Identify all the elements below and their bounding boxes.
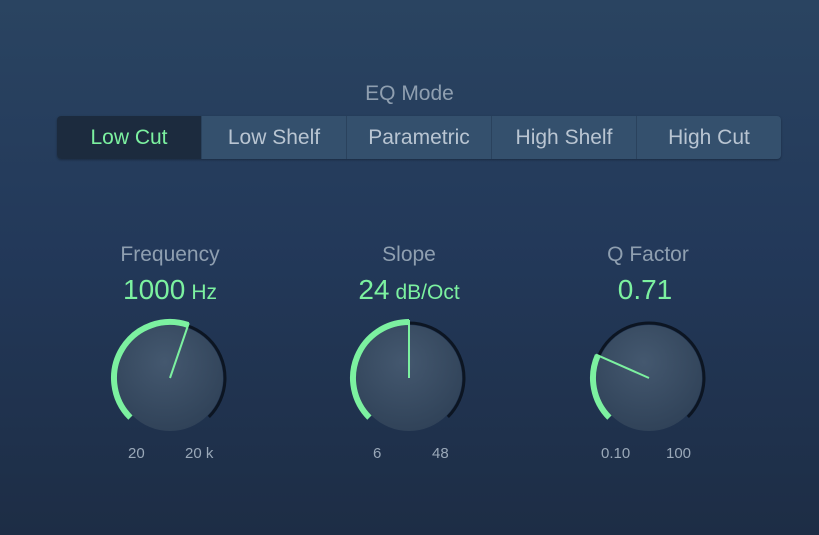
- eq-mode-low-shelf[interactable]: Low Shelf: [202, 116, 347, 159]
- slope-unit: dB/Oct: [395, 281, 460, 304]
- frequency-pointer: [169, 322, 190, 379]
- q-factor-max: 100: [666, 445, 692, 462]
- frequency-unit: Hz: [191, 281, 217, 304]
- slope-level-arc: [350, 319, 410, 420]
- frequency-label: Frequency: [120, 243, 220, 266]
- eq-mode-parametric[interactable]: Parametric: [347, 116, 492, 159]
- q-factor-number: 0.71: [617, 274, 673, 305]
- q-factor-pointer: [595, 353, 650, 379]
- slope-max: 48: [432, 445, 449, 462]
- q-factor-min: 0.10: [601, 445, 631, 462]
- frequency-value[interactable]: 1000 Hz: [50, 274, 290, 306]
- slope-label: Slope: [382, 243, 436, 266]
- slope-number: 24: [358, 274, 390, 305]
- q-factor-value[interactable]: 0.71: [528, 274, 768, 306]
- frequency-max: 20 k: [185, 445, 214, 462]
- slope-min: 6: [373, 445, 382, 462]
- frequency-number: 1000: [123, 274, 186, 305]
- eq-mode-high-shelf[interactable]: High Shelf: [492, 116, 637, 159]
- eq-mode-high-cut[interactable]: High Cut: [668, 125, 750, 149]
- frequency-min: 20: [128, 445, 145, 462]
- slope-value[interactable]: 24 dB/Oct: [289, 274, 529, 306]
- q-factor-level-arc: [590, 354, 612, 420]
- frequency-level-arc: [111, 319, 190, 420]
- q-factor-label: Q Factor: [607, 243, 689, 266]
- eq-mode-low-cut[interactable]: Low Cut: [57, 116, 202, 159]
- eq-mode-label: EQ Mode: [365, 82, 454, 105]
- eq-mode-selector: Low Cut Low Shelf Parametric High Shelf …: [57, 116, 781, 159]
